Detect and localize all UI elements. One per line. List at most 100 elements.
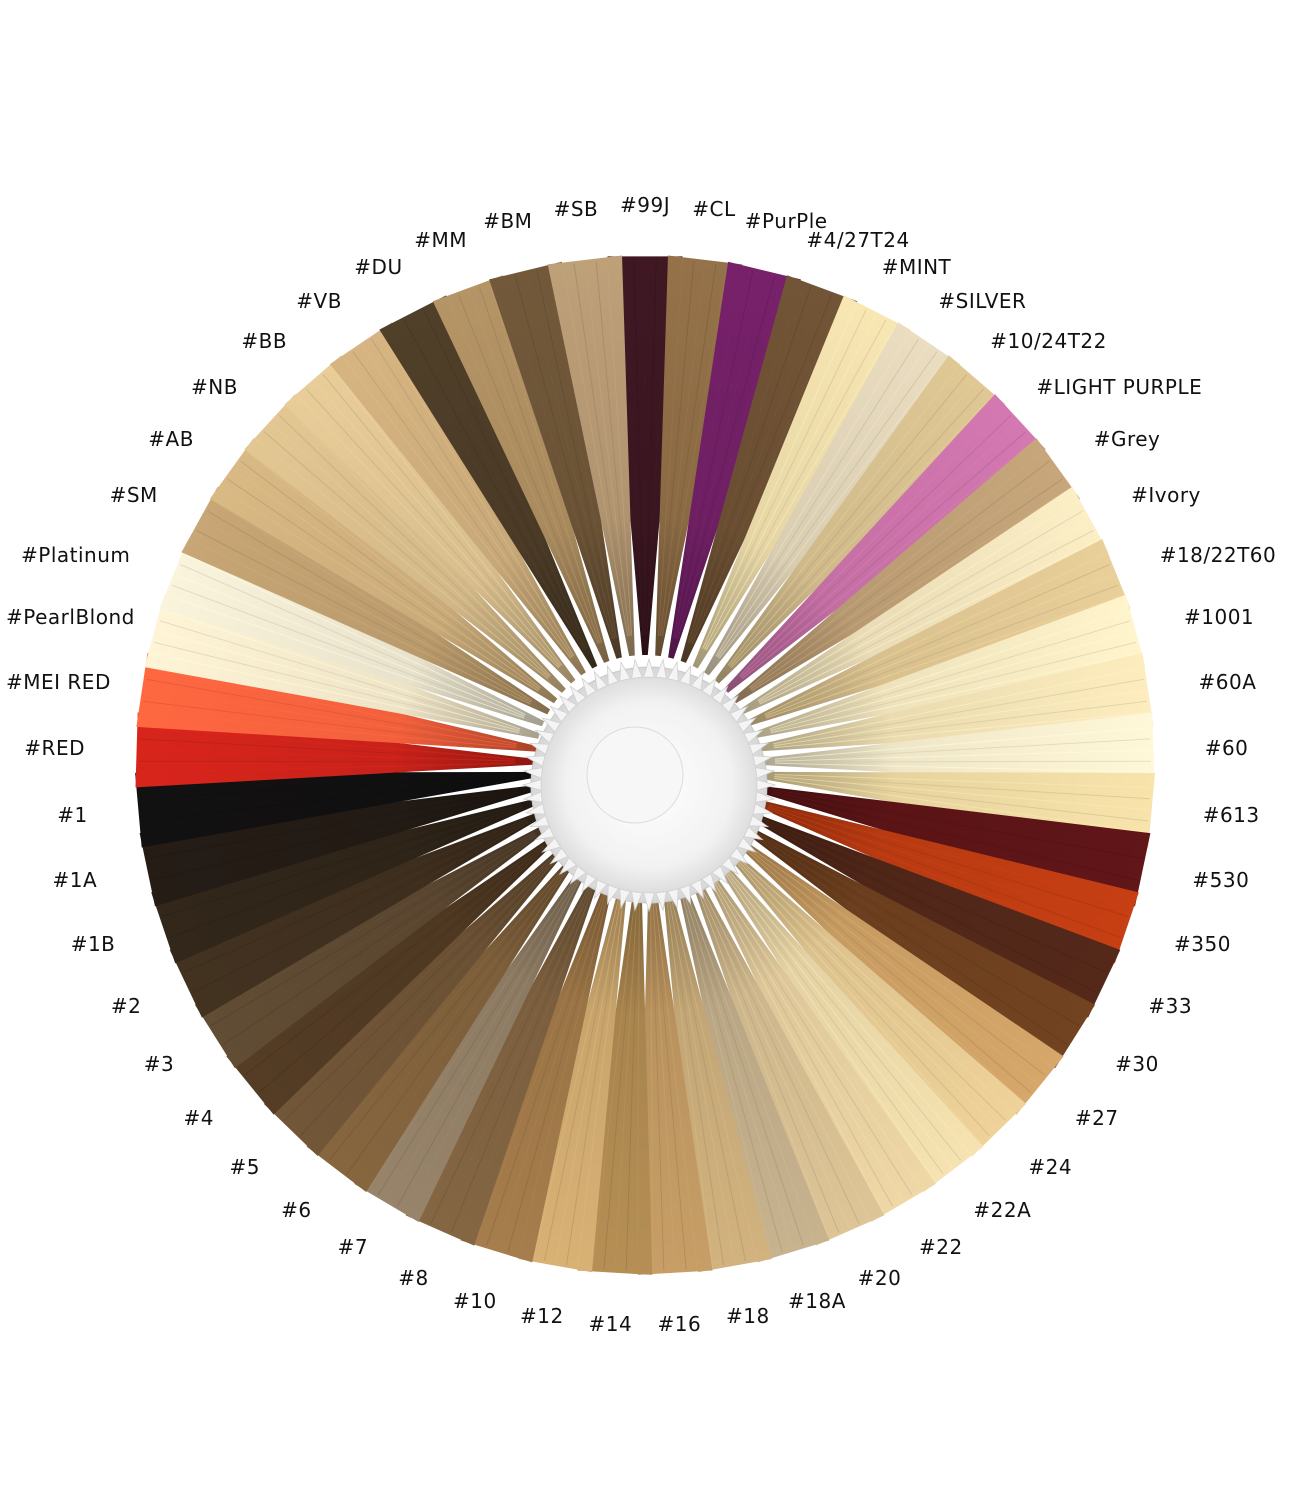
strand-texture <box>297 396 559 669</box>
strand-texture <box>723 867 953 1168</box>
strand-texture <box>142 777 516 822</box>
strand-texture <box>753 835 1061 1055</box>
strand-texture <box>758 510 1083 702</box>
swatch-label: #RED <box>24 736 85 761</box>
strand-texture <box>266 848 546 1102</box>
hair-strand-light-purple <box>724 394 1046 693</box>
strand-texture <box>151 652 520 734</box>
strand-texture <box>377 876 579 1196</box>
hair-strand-nb <box>244 394 566 693</box>
strand-texture <box>677 278 786 640</box>
ring-tag <box>581 677 597 698</box>
strand-texture <box>715 333 910 657</box>
strand-texture <box>766 595 1122 719</box>
ring-tag <box>678 664 692 686</box>
strand-texture <box>148 667 517 745</box>
strand-texture <box>774 777 1148 822</box>
strand-texture <box>162 805 522 917</box>
strand-texture <box>680 889 772 1256</box>
strand-texture <box>308 859 557 1144</box>
strand-texture <box>754 834 1068 1045</box>
swatch-label: #4 <box>183 1105 214 1130</box>
strand-texture <box>755 832 1085 1017</box>
strand-texture <box>603 894 637 1270</box>
strand-texture <box>201 520 532 703</box>
strand-texture <box>246 451 541 688</box>
strand-texture <box>211 833 535 1027</box>
ring-tag <box>549 847 569 865</box>
ring-tag <box>619 888 631 910</box>
strand-texture <box>770 641 1137 733</box>
strand-texture <box>724 867 962 1161</box>
swatch-label: #1B <box>70 932 116 957</box>
ring-tag <box>655 891 667 912</box>
strand-texture <box>728 374 968 667</box>
swatch-label: #AB <box>148 426 194 451</box>
strand-texture <box>716 338 919 657</box>
strand-texture <box>305 388 560 668</box>
swatch-label: #60 <box>1204 736 1249 761</box>
strand-texture <box>271 423 550 678</box>
strand-texture <box>772 790 1143 859</box>
strand-texture <box>645 259 657 636</box>
strand-texture <box>595 261 632 636</box>
swatch-label: #Platinum <box>21 542 131 567</box>
ring-tag <box>667 660 679 682</box>
swatch-label: #Ivory <box>1131 482 1201 507</box>
strand-texture <box>665 893 713 1267</box>
swatch-label: #22 <box>919 1235 963 1260</box>
swatch-label: #PearlBlond <box>6 605 135 630</box>
strand-texture <box>651 894 665 1271</box>
ring-tag <box>755 767 776 779</box>
ring-tag <box>748 814 770 828</box>
strand-texture <box>763 818 1112 963</box>
ring-tag <box>522 767 543 779</box>
swatch-label: #1A <box>52 868 98 893</box>
hair-strand-22a <box>709 850 984 1192</box>
ring-tag <box>569 685 587 705</box>
strand-texture <box>658 261 695 636</box>
hair-strand-1b <box>151 797 542 964</box>
ring-tag <box>593 670 608 691</box>
ring-tag <box>756 779 777 791</box>
strand-texture <box>722 868 944 1175</box>
ring-tag <box>631 891 643 912</box>
strand-texture <box>774 776 1150 811</box>
swatch-label: #99J <box>620 193 671 217</box>
strand-texture <box>328 867 566 1161</box>
swatch-label: #6 <box>281 1198 312 1223</box>
swatch-label: #PurPle <box>744 208 828 233</box>
ring-tag <box>748 742 770 756</box>
strand-texture <box>244 845 544 1076</box>
strand-texture <box>518 889 610 1256</box>
hair-strand-33 <box>743 809 1121 1018</box>
strand-texture <box>774 760 1152 763</box>
strand-texture <box>314 381 561 667</box>
swatch-label: #MEI RED <box>6 670 111 695</box>
strand-texture <box>169 807 523 939</box>
strand-texture <box>216 833 536 1036</box>
swatch-label: #BB <box>241 328 288 353</box>
strand-texture <box>486 888 607 1246</box>
strand-texture <box>584 262 631 636</box>
strand-texture <box>238 844 544 1067</box>
strand-texture <box>380 333 575 657</box>
ring-tag <box>690 879 705 900</box>
strand-texture <box>251 846 545 1085</box>
strand-texture <box>343 357 572 659</box>
strand-texture <box>660 263 717 637</box>
ring-tag <box>755 791 776 803</box>
strand-texture <box>650 894 654 1271</box>
strand-texture <box>461 884 595 1237</box>
strand-texture <box>659 262 706 636</box>
strand-texture <box>773 678 1144 746</box>
strand-texture <box>300 858 556 1137</box>
strand-texture <box>222 834 536 1045</box>
hair-strand-ab <box>209 438 558 704</box>
swatch-label: #NB <box>191 375 238 399</box>
strand-texture <box>684 888 815 1243</box>
strand-texture <box>771 793 1136 892</box>
strand-texture <box>156 631 520 732</box>
ring-tag <box>678 884 692 906</box>
swatch-label: #18A <box>788 1288 846 1313</box>
